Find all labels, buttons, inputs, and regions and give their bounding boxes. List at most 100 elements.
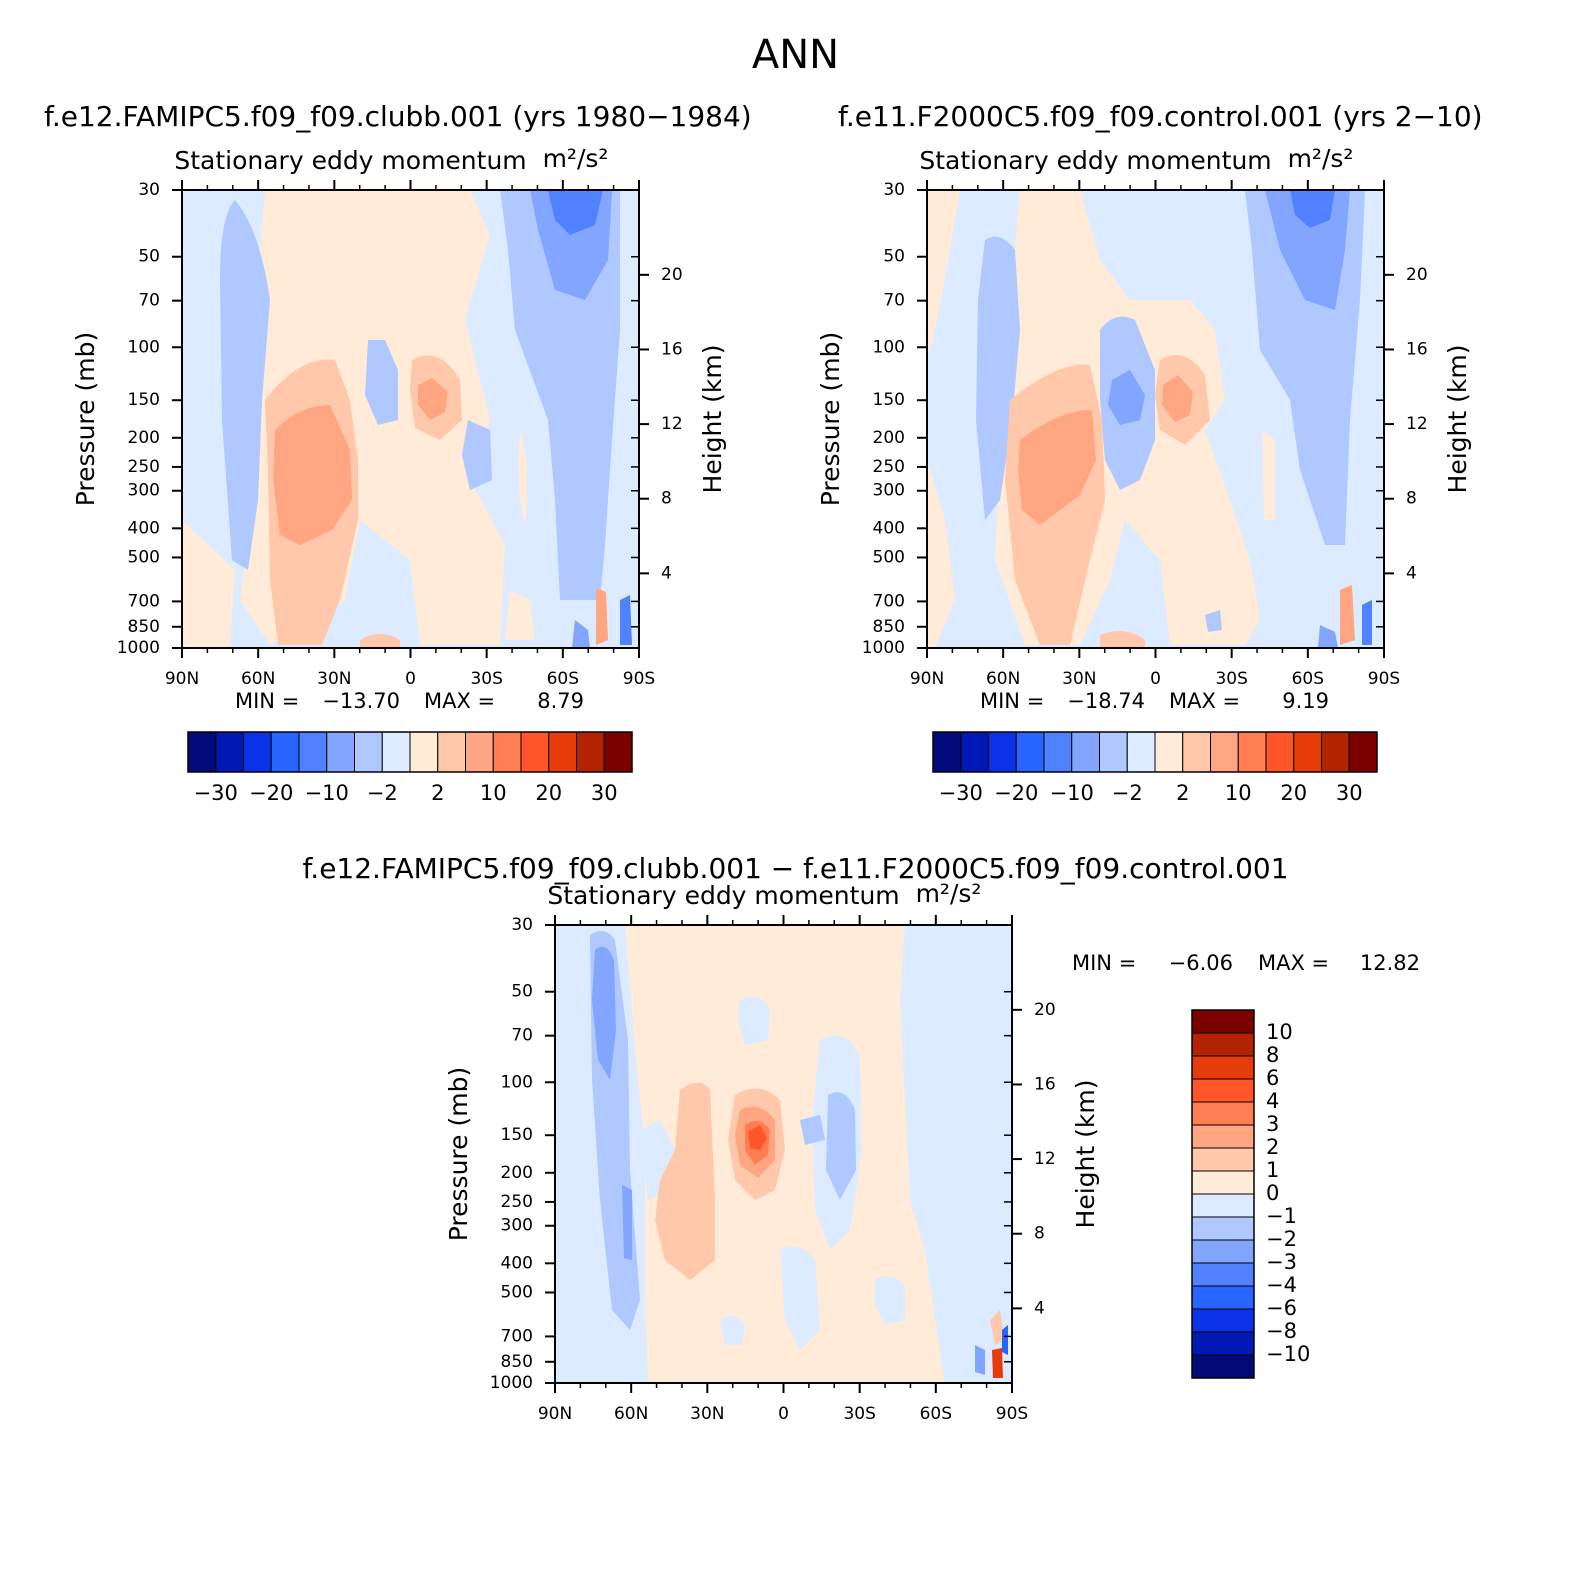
figure-title: ANN xyxy=(751,32,840,78)
colorbar-swatch xyxy=(1265,731,1295,773)
colorbar-swatch xyxy=(437,731,466,773)
colorbar-label: 10 xyxy=(1266,1020,1293,1044)
pressure-axis-title: Pressure (mb) xyxy=(444,1067,473,1241)
latitude-tick-label: 60N xyxy=(986,669,1020,689)
colorbar-label: −10 xyxy=(1050,781,1094,805)
colorbar-label: −6 xyxy=(1266,1296,1297,1320)
pressure-tick-label: 1000 xyxy=(862,638,905,658)
pressure-tick-label: 700 xyxy=(501,1326,533,1346)
pressure-tick-label: 200 xyxy=(128,428,160,448)
colorbar-swatch xyxy=(1191,1216,1255,1241)
colorbar-swatch xyxy=(1210,731,1239,773)
latitude-tick-label: 30S xyxy=(1215,669,1247,689)
height-tick-label: 16 xyxy=(1034,1074,1056,1094)
panel-subtitle: Stationary eddy momentum xyxy=(547,881,899,910)
latitude-tick-label: 60S xyxy=(920,1404,952,1424)
pressure-tick-label: 850 xyxy=(128,617,160,637)
latitude-tick-label: 90N xyxy=(165,669,199,689)
colorbar-swatch xyxy=(1348,731,1378,773)
height-tick-label: 20 xyxy=(1406,265,1428,285)
pressure-tick-label: 1000 xyxy=(117,638,160,658)
pressure-tick-label: 300 xyxy=(873,481,905,501)
height-tick-label: 12 xyxy=(661,414,683,434)
colorbar-swatch xyxy=(187,731,217,773)
colorbar-swatch xyxy=(1182,731,1211,773)
latitude-tick-label: 90N xyxy=(910,669,944,689)
colorbar-swatch xyxy=(1237,731,1267,773)
colorbar-swatch xyxy=(988,731,1017,773)
pressure-tick-label: 250 xyxy=(128,457,160,477)
pressure-tick-label: 70 xyxy=(511,1026,533,1046)
panel-subtitle: Stationary eddy momentum xyxy=(174,146,526,175)
axes-layer: Stationary eddy momentum m²/s²30507010015… xyxy=(71,144,1472,1424)
pressure-axis-title: Pressure (mb) xyxy=(71,332,100,506)
pressure-tick-label: 700 xyxy=(873,591,905,611)
pressure-tick-label: 200 xyxy=(873,428,905,448)
colorbar-swatch xyxy=(1191,1101,1255,1126)
pressure-tick-label: 30 xyxy=(511,915,533,935)
colorbar-label: −20 xyxy=(249,781,293,805)
max-value: 9.19 xyxy=(1282,689,1329,713)
colorbar-swatch xyxy=(1191,1308,1255,1333)
colorbar-swatch xyxy=(1191,1262,1255,1287)
colorbar-label: −4 xyxy=(1266,1273,1297,1297)
height-axis-title: Height (km) xyxy=(698,345,727,494)
max-label: MAX = xyxy=(424,689,495,713)
min-label: MIN = xyxy=(980,689,1044,713)
colorbar-swatch xyxy=(354,731,383,773)
max-label: MAX = xyxy=(1169,689,1240,713)
colorbar-swatch xyxy=(576,731,605,773)
height-axis-title: Height (km) xyxy=(1071,1080,1100,1229)
colorbar-swatch xyxy=(1191,1354,1255,1379)
min-value: −18.74 xyxy=(1067,689,1145,713)
latitude-tick-label: 0 xyxy=(405,669,416,689)
colorbar-swatch xyxy=(1191,1147,1255,1172)
latitude-tick-label: 90N xyxy=(538,1404,572,1424)
colorbar-swatch xyxy=(1191,1055,1255,1080)
panel-units: m²/s² xyxy=(543,144,609,173)
latitude-tick-label: 60S xyxy=(1292,669,1324,689)
pressure-tick-label: 70 xyxy=(883,291,905,311)
latitude-tick-label: 30N xyxy=(317,669,351,689)
colorbar-label: 0 xyxy=(1266,1181,1279,1205)
colorbar-swatch xyxy=(492,731,522,773)
colorbar-label: 1 xyxy=(1266,1158,1279,1182)
pressure-tick-label: 1000 xyxy=(490,1373,533,1393)
height-tick-label: 16 xyxy=(1406,339,1428,359)
height-tick-label: 20 xyxy=(1034,1000,1056,1020)
max-value: 12.82 xyxy=(1360,951,1420,975)
colorbar-swatch xyxy=(1043,731,1073,773)
pressure-tick-label: 400 xyxy=(501,1253,533,1273)
colorbar-label: 10 xyxy=(1225,781,1252,805)
colorbar-frame xyxy=(1191,1009,1255,1379)
colorbar-swatch xyxy=(243,731,272,773)
colorbar-swatch xyxy=(960,731,989,773)
colorbar-swatch xyxy=(409,731,439,773)
colorbar-label: 6 xyxy=(1266,1066,1279,1090)
colorbar-frame xyxy=(187,731,633,773)
pressure-tick-label: 250 xyxy=(873,457,905,477)
panel-subtitle: Stationary eddy momentum xyxy=(919,146,1271,175)
colorbar-swatch xyxy=(1293,731,1322,773)
pressure-tick-label: 50 xyxy=(138,247,160,267)
colorbar-swatch xyxy=(1191,1170,1255,1195)
latitude-tick-label: 90S xyxy=(1368,669,1400,689)
height-tick-label: 4 xyxy=(661,563,672,583)
min-value: −6.06 xyxy=(1169,951,1233,975)
difference-contour-plot xyxy=(554,924,1013,1384)
colorbar-label: −2 xyxy=(367,781,398,805)
colorbar-label: −10 xyxy=(305,781,349,805)
latitude-tick-label: 60N xyxy=(241,669,275,689)
colorbar-swatch xyxy=(298,731,328,773)
colorbar-label: 20 xyxy=(1280,781,1307,805)
pressure-tick-label: 30 xyxy=(883,180,905,200)
max-value: 8.79 xyxy=(537,689,584,713)
latitude-tick-label: 60N xyxy=(614,1404,648,1424)
colorbar-swatch xyxy=(1191,1285,1255,1310)
height-tick-label: 8 xyxy=(661,489,672,509)
latitude-tick-label: 30N xyxy=(1062,669,1096,689)
pressure-tick-label: 250 xyxy=(501,1192,533,1212)
height-tick-label: 8 xyxy=(1034,1224,1045,1244)
colorbar-label: −10 xyxy=(1266,1342,1310,1366)
